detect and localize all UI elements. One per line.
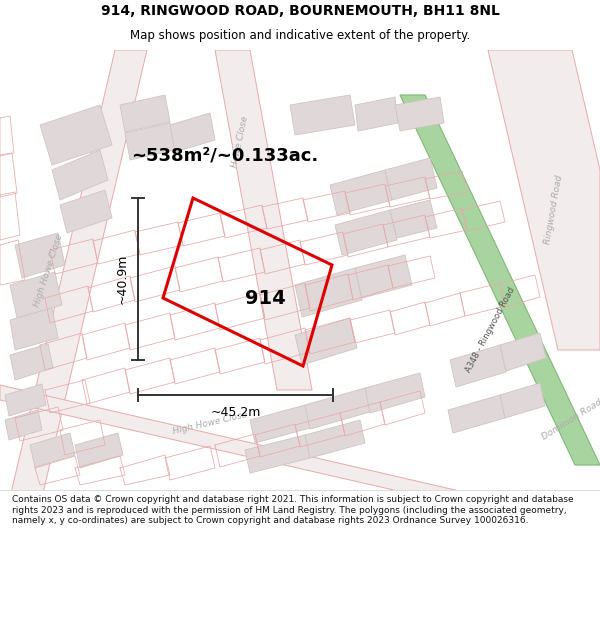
Text: Howe Close: Howe Close — [230, 116, 250, 169]
Text: Contains OS data © Crown copyright and database right 2021. This information is : Contains OS data © Crown copyright and d… — [12, 496, 574, 525]
Polygon shape — [40, 105, 112, 165]
Polygon shape — [0, 385, 490, 512]
Polygon shape — [245, 435, 310, 473]
Polygon shape — [170, 113, 215, 152]
Polygon shape — [125, 123, 175, 160]
Polygon shape — [385, 158, 437, 200]
Text: ~45.2m: ~45.2m — [211, 406, 260, 419]
Polygon shape — [330, 170, 392, 215]
Text: Map shows position and indicative extent of the property.: Map shows position and indicative extent… — [130, 29, 470, 42]
Polygon shape — [500, 333, 546, 371]
Polygon shape — [390, 200, 437, 238]
Polygon shape — [10, 308, 58, 350]
Polygon shape — [395, 97, 444, 131]
Polygon shape — [30, 433, 75, 467]
Text: ~40.9m: ~40.9m — [115, 254, 128, 304]
Polygon shape — [250, 405, 310, 443]
Polygon shape — [5, 410, 42, 440]
Polygon shape — [10, 344, 53, 380]
Polygon shape — [295, 318, 357, 365]
Polygon shape — [0, 50, 147, 540]
Polygon shape — [5, 384, 46, 416]
Text: A348 - Ringwood Road: A348 - Ringwood Road — [464, 286, 517, 374]
Text: High Howe Close: High Howe Close — [172, 410, 248, 436]
Text: Ringwood Road: Ringwood Road — [544, 174, 565, 246]
Polygon shape — [295, 268, 362, 317]
Polygon shape — [215, 50, 312, 390]
Polygon shape — [335, 210, 397, 255]
Polygon shape — [305, 388, 370, 429]
Polygon shape — [355, 255, 412, 298]
Polygon shape — [500, 383, 545, 418]
Polygon shape — [448, 395, 505, 433]
Polygon shape — [120, 95, 170, 132]
Polygon shape — [75, 433, 123, 468]
Polygon shape — [10, 272, 62, 318]
Text: Dominion Road: Dominion Road — [541, 398, 600, 442]
Text: ~538m²/~0.133ac.: ~538m²/~0.133ac. — [131, 146, 319, 164]
Polygon shape — [400, 95, 600, 465]
Text: 914, RINGWOOD ROAD, BOURNEMOUTH, BH11 8NL: 914, RINGWOOD ROAD, BOURNEMOUTH, BH11 8N… — [101, 4, 499, 18]
Polygon shape — [290, 95, 355, 135]
Polygon shape — [365, 373, 425, 413]
Text: 914: 914 — [245, 289, 286, 308]
Polygon shape — [60, 190, 112, 233]
Polygon shape — [52, 150, 108, 200]
Polygon shape — [450, 345, 506, 387]
Polygon shape — [355, 97, 398, 131]
Polygon shape — [15, 233, 65, 278]
Text: High Howe Close: High Howe Close — [32, 232, 64, 308]
Polygon shape — [305, 420, 365, 458]
Polygon shape — [488, 50, 600, 350]
